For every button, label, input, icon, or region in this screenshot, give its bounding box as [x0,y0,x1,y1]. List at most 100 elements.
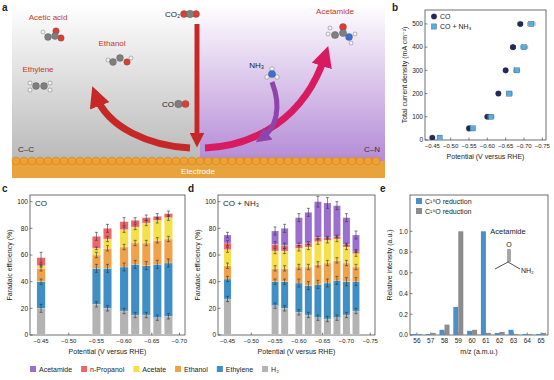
electrode-atom [84,157,92,165]
x-tick-label: −0.65 [315,338,331,344]
x-tick [450,138,451,141]
error-cap [123,227,126,228]
electrode-atom [268,157,276,165]
y-tick-label: 400 [412,43,423,50]
x-tick-label: −0.75 [535,143,551,149]
error-line [146,262,147,270]
bar-segment [295,248,302,267]
x-tick-label: 62 [496,337,504,344]
y-tick-label: 200 [412,90,423,97]
x-tick-label: 58 [441,337,449,344]
x-tick [68,333,69,336]
error-line [157,260,158,268]
error-bar [167,236,170,241]
error-cap [297,279,300,280]
error-line [327,198,328,209]
y-tick-label: 0 [24,331,28,338]
x-tick-label: 59 [455,337,463,344]
error-bar [316,315,319,320]
electrode-atom [324,157,332,165]
error-cap [156,223,159,224]
error-bar [226,240,229,245]
y-tick [425,93,428,94]
x-tick-label: −0.70 [516,143,532,149]
atom [52,33,59,40]
error-bar [123,218,126,226]
y-tick [30,335,33,336]
error-cap [274,271,277,272]
bar-segment [272,251,279,268]
error-line [227,263,228,268]
bar [541,333,546,335]
region-label: C–N [364,145,380,154]
electrode-atom [188,157,196,165]
error-bar [297,214,300,222]
error-cap [326,279,329,280]
error-bar [40,279,43,284]
error-cap [134,217,137,218]
atom [110,59,117,66]
error-cap [156,320,159,321]
bar-segment [352,311,359,335]
error-cap [40,271,43,272]
error-line [227,232,228,237]
x-tick-label: −0.65 [498,143,514,149]
x-tick [542,138,543,141]
error-cap [95,264,98,265]
error-cap [145,220,148,221]
bar-segment [305,286,312,315]
error-cap [307,249,310,250]
error-line [298,264,299,269]
bar-segment [314,318,321,335]
error-bar [345,260,348,265]
electrode-atom [100,157,108,165]
panel-letter: e [380,183,386,194]
error-bar [226,232,229,237]
legend-swatch [217,366,223,372]
error-cap [316,207,319,208]
error-line [346,243,347,246]
error-cap [274,284,277,285]
bar-segment [314,242,321,265]
point [470,126,475,131]
y-tick-label: 100 [412,113,423,120]
bond [495,262,508,269]
x-tick-label: −0.45 [33,338,49,344]
error-cap [345,221,348,222]
error-cap [527,22,528,26]
error-bar [274,303,277,308]
electrode-atom [276,157,284,165]
x-axis-label: Potential (V versus RHE) [447,153,525,161]
error-bar [297,246,300,251]
error-line [96,252,97,257]
bar-segment [120,267,128,311]
error-line [327,316,328,321]
error-bar [134,218,137,223]
x-tick-label: −0.55 [267,338,283,344]
error-line [157,315,158,320]
error-cap [354,249,357,250]
error-cap [307,241,310,242]
atom [182,100,189,107]
error-cap [297,245,300,246]
error-line [146,215,147,220]
y-tick-label: 0 [212,331,216,338]
error-cap [307,244,310,245]
electrode-atom [52,157,60,165]
error-cap [283,284,286,285]
bar [440,330,445,335]
x-tick-label: −0.70 [172,338,188,344]
error-bar [335,258,338,263]
electrode-atom [156,157,164,165]
error-line [336,315,337,320]
error-cap [283,232,286,233]
error-cap [167,319,170,320]
y-tick-label: 40 [209,278,217,285]
error-line [317,262,318,267]
electrode-atom [28,157,36,165]
error-bar [274,242,277,247]
error-cap [520,45,521,49]
error-cap [316,320,319,321]
error-cap [134,240,137,241]
error-cap [283,305,286,306]
